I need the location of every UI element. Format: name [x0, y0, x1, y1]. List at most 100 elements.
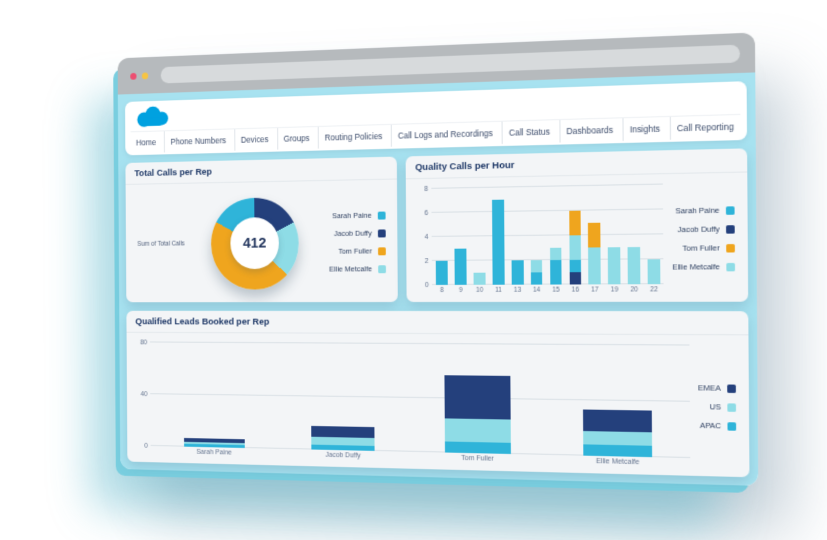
- x-axis-labels: 8 9 10 11 13 14 15 16 17 19 20 22: [433, 286, 664, 298]
- bar-17[interactable]: [588, 186, 601, 285]
- bar-segment-ellie-metcalfe: [647, 259, 661, 285]
- dashboard-top-row: Total Calls per Rep Sum of Total Calls 4…: [125, 148, 749, 303]
- x-tick-label: 13: [513, 286, 522, 294]
- x-tick-label: 11: [495, 286, 502, 294]
- nav-item-home[interactable]: Home: [136, 137, 157, 148]
- legend-item-sarah-paine: Sarah Paine: [672, 205, 735, 216]
- bar-segment-ellie-metcalfe: [473, 272, 486, 285]
- bar-slot: [507, 187, 527, 285]
- x-tick-label: 9: [458, 286, 463, 294]
- bar-slot: [565, 186, 585, 285]
- bar-slot: [624, 185, 644, 285]
- y-tick-label: 4: [424, 233, 429, 241]
- bar-sarah-paine[interactable]: [183, 343, 245, 449]
- chart-plot: 0 2 4 6 8: [415, 183, 666, 289]
- bar-slot: [604, 185, 624, 285]
- legend-swatch: [377, 228, 386, 237]
- bar-slot: [546, 186, 566, 285]
- dashboard-bottom-row: Qualified Leads Booked per Rep 0 40 80 Sar…: [126, 310, 750, 478]
- bar-22[interactable]: [647, 185, 661, 285]
- bar-14[interactable]: [530, 187, 543, 285]
- window-minimize-button[interactable]: [141, 71, 149, 79]
- nav-item-call-status[interactable]: Call Status: [501, 120, 557, 144]
- card-total-calls-per-rep: Total Calls per Rep Sum of Total Calls 4…: [125, 156, 398, 303]
- x-tick-label: 17: [591, 286, 599, 294]
- donut-chart[interactable]: 412: [210, 196, 299, 290]
- nav-item-routing-policies[interactable]: Routing Policies: [317, 124, 389, 149]
- x-tick-label: 22: [650, 286, 658, 294]
- legend-swatch: [725, 205, 735, 215]
- legend-label: Sarah Paine: [332, 210, 372, 221]
- browser-window: Home Phone Numbers Devices Groups Routing Po…: [117, 32, 759, 486]
- legend-item-ellie-metcalfe: Ellie Metcalfe: [329, 264, 386, 273]
- bar-slot: [546, 345, 690, 458]
- nav-item-phone-numbers[interactable]: Phone Numbers: [164, 129, 232, 153]
- x-tick-label: 20: [630, 286, 639, 294]
- bar-11[interactable]: [492, 187, 505, 285]
- bar-10[interactable]: [473, 188, 486, 285]
- bar-segment-apac: [311, 444, 375, 451]
- bar-9[interactable]: [454, 188, 467, 285]
- nav-item-groups[interactable]: Groups: [276, 127, 316, 150]
- bar-segment-us: [583, 430, 653, 447]
- bars-area: [151, 342, 690, 458]
- bars-area: [432, 185, 664, 285]
- bar-segment-sarah-paine: [549, 259, 562, 285]
- window-close-button[interactable]: [130, 72, 137, 80]
- legend-swatch: [727, 402, 737, 412]
- legend-swatch: [727, 383, 736, 393]
- bar-slot: [277, 343, 409, 452]
- bar-ellie-metcalfe[interactable]: [583, 345, 653, 458]
- bar-8[interactable]: [436, 189, 448, 285]
- nav-item-insights[interactable]: Insights: [622, 117, 667, 141]
- donut-center: 412: [230, 217, 280, 270]
- bar-jacob-duffy[interactable]: [311, 343, 375, 451]
- bar-20[interactable]: [627, 185, 641, 285]
- bar-segment-sarah-paine: [569, 259, 582, 273]
- card-qualified-leads-booked: Qualified Leads Booked per Rep 0 40 80 Sar…: [126, 310, 750, 478]
- bar-slot: [643, 185, 664, 285]
- x-tick-label: Tom Fuller: [461, 454, 494, 463]
- legend-label: Jacob Duffy: [677, 224, 720, 235]
- bar-segment-apac: [444, 441, 511, 454]
- bar-13[interactable]: [511, 187, 524, 285]
- bar-16[interactable]: [568, 186, 582, 285]
- bar-segment-sarah-paine: [492, 199, 505, 285]
- nav-item-call-reporting[interactable]: Call Reporting: [669, 114, 741, 140]
- bar-segment-ellie-metcalfe: [588, 247, 601, 285]
- y-tick-label: 6: [424, 209, 429, 217]
- bar-segment-sarah-paine: [530, 272, 543, 285]
- bar-slot: [469, 188, 489, 285]
- nav-item-dashboards[interactable]: Dashboards: [559, 118, 620, 143]
- bar-15[interactable]: [549, 186, 562, 285]
- x-tick-label: 19: [610, 286, 619, 294]
- legend-item-apac: APAC: [698, 420, 737, 431]
- y-tick-label: 8: [424, 185, 429, 193]
- donut-total-value: 412: [242, 234, 267, 252]
- bar-segment-apac: [583, 444, 653, 458]
- bar-19[interactable]: [608, 185, 621, 285]
- card-title: Qualified Leads Booked per Rep: [126, 310, 749, 336]
- chart-plot: 0 40 80: [136, 339, 693, 459]
- total-calls-legend: Sarah Paine Jacob Duffy Tom Fuller Ellie Me…: [323, 211, 387, 274]
- bar-segment-tom-fuller: [588, 222, 601, 248]
- quality-card-body: 0 2 4 6 8 8 9 10 11 13 14 15 16 17 19 20 22 Sarah Paine…: [405, 173, 748, 303]
- bar-segment-sarah-paine: [511, 260, 524, 285]
- bar-slot: [151, 342, 278, 449]
- bar-segment-ellie-metcalfe: [608, 247, 621, 285]
- legend-swatch: [377, 246, 386, 255]
- bar-segment-ellie-metcalfe: [568, 235, 582, 260]
- nav-item-call-logs-and-recordings[interactable]: Call Logs and Recordings: [391, 121, 499, 147]
- legend-item-tom-fuller: Tom Fuller: [329, 246, 386, 256]
- legend-swatch: [726, 243, 735, 253]
- bar-tom-fuller[interactable]: [444, 344, 511, 454]
- x-tick-label: Jacob Duffy: [325, 451, 361, 460]
- legend-label: Ellie Metcalfe: [672, 261, 720, 272]
- legend-label: APAC: [699, 420, 722, 431]
- nav-item-devices[interactable]: Devices: [234, 128, 275, 151]
- legend-swatch: [727, 421, 737, 431]
- legend-label: Jacob Duffy: [333, 228, 372, 238]
- bar-slot: [584, 186, 604, 285]
- legend-item-jacob-duffy: Jacob Duffy: [329, 228, 386, 238]
- y-tick-label: 0: [424, 281, 429, 289]
